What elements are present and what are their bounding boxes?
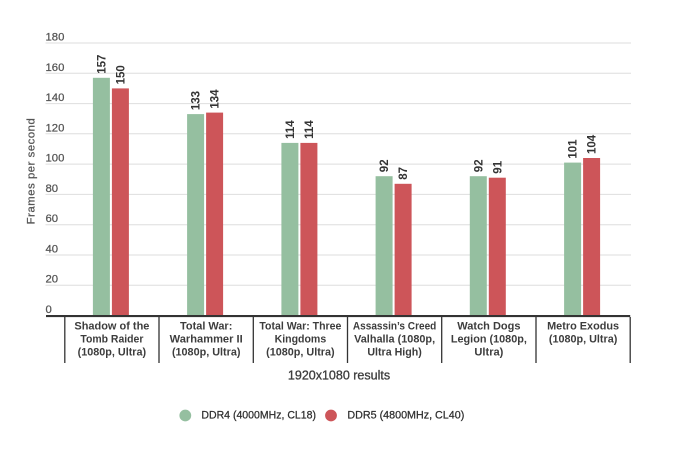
svg-text:92: 92	[473, 159, 485, 172]
svg-text:157: 157	[96, 55, 108, 74]
svg-text:92: 92	[379, 159, 391, 172]
svg-text:(1080p, Ultra): (1080p, Ultra)	[172, 347, 241, 359]
svg-text:Shadow of the: Shadow of the	[74, 320, 149, 332]
svg-text:Tomb Raider: Tomb Raider	[80, 334, 144, 346]
svg-text:Kingdoms: Kingdoms	[275, 334, 327, 346]
svg-text:134: 134	[210, 89, 222, 109]
svg-text:60: 60	[46, 213, 59, 225]
svg-text:Metro Exodus: Metro Exodus	[547, 320, 619, 332]
svg-text:133: 133	[191, 91, 203, 110]
svg-text:114: 114	[304, 120, 316, 139]
svg-text:140: 140	[46, 92, 65, 104]
svg-text:20: 20	[46, 274, 59, 286]
svg-text:DDR4 (4000MHz, CL18): DDR4 (4000MHz, CL18)	[201, 410, 316, 422]
svg-text:1920x1080 results: 1920x1080 results	[288, 369, 390, 383]
svg-text:150: 150	[115, 65, 127, 84]
svg-text:(1080p, Ultra): (1080p, Ultra)	[78, 347, 147, 359]
svg-text:80: 80	[46, 183, 59, 195]
svg-text:91: 91	[492, 160, 504, 173]
svg-text:87: 87	[398, 167, 410, 180]
svg-text:DDR5 (4800MHz, CL40): DDR5 (4800MHz, CL40)	[347, 410, 464, 422]
svg-text:Total War: Three: Total War: Three	[259, 320, 341, 332]
svg-text:Watch Dogs: Watch Dogs	[457, 320, 520, 332]
svg-text:Ultra): Ultra)	[474, 347, 503, 359]
svg-text:40: 40	[46, 244, 59, 256]
svg-text:180: 180	[46, 32, 65, 44]
svg-text:Assassin’s Creed: Assassin’s Creed	[353, 320, 436, 332]
svg-text:Legion (1080p,: Legion (1080p,	[451, 334, 527, 346]
svg-text:120: 120	[46, 122, 65, 134]
svg-text:101: 101	[568, 139, 580, 159]
svg-text:Valhalla (1080p,: Valhalla (1080p,	[354, 334, 435, 346]
svg-text:(1080p, Ultra): (1080p, Ultra)	[266, 347, 335, 359]
svg-text:0: 0	[46, 304, 52, 316]
svg-text:114: 114	[285, 120, 297, 139]
svg-text:160: 160	[46, 62, 65, 74]
svg-text:Total War:: Total War:	[180, 320, 232, 332]
svg-text:100: 100	[46, 153, 65, 165]
svg-text:104: 104	[587, 134, 599, 154]
svg-text:(1080p, Ultra): (1080p, Ultra)	[549, 334, 618, 346]
svg-text:Warhammer II: Warhammer II	[170, 334, 243, 346]
svg-text:Frames per second: Frames per second	[25, 118, 37, 225]
svg-text:Ultra High): Ultra High)	[367, 347, 422, 359]
